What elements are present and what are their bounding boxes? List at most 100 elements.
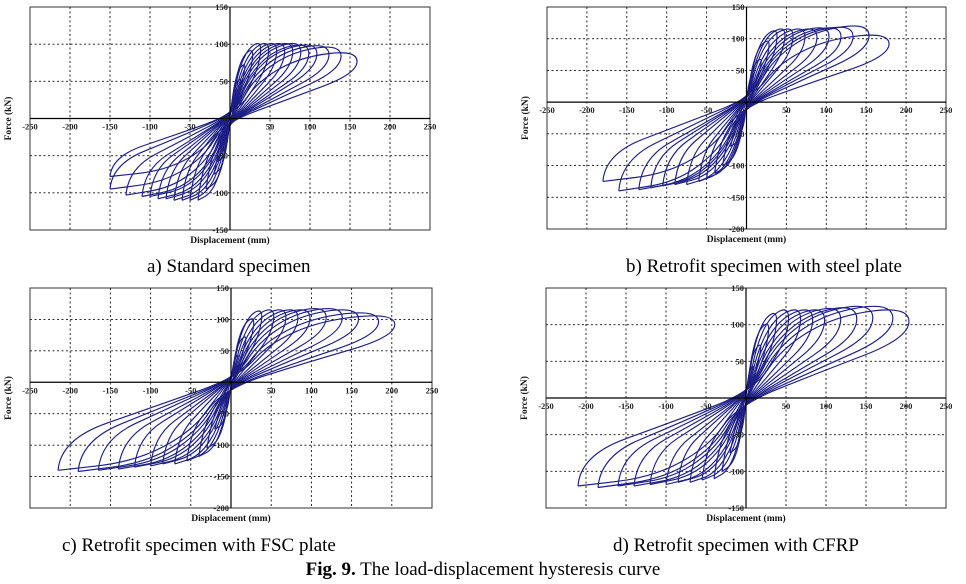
y-tick-label: 150 bbox=[731, 283, 744, 293]
y-tick-label: -50 bbox=[733, 129, 744, 139]
x-axis-title: Displacement (mm) bbox=[190, 235, 269, 246]
hysteresis-loop bbox=[714, 30, 778, 174]
y-tick-label: 50 bbox=[736, 356, 745, 366]
y-axis-title: Force (kN) bbox=[3, 97, 14, 141]
y-tick-label: 0 bbox=[224, 114, 228, 124]
hysteresis-loop bbox=[722, 40, 770, 167]
x-tick-label: 150 bbox=[860, 105, 873, 115]
x-tick-label: 250 bbox=[940, 401, 953, 411]
chart-panel-d: -250 -200 -150 -100 -50 50 100 150 200 250 -150 -10… bbox=[500, 281, 966, 535]
hysteresis-loop bbox=[597, 305, 894, 489]
y-tick-label: -100 bbox=[212, 188, 228, 198]
y-tick-label: -50 bbox=[217, 151, 228, 161]
chart-panel-a: -250 -200 -150 -100 -50 50 100 150 200 250 -150 -10… bbox=[0, 0, 460, 256]
x-tick-label: -250 bbox=[22, 385, 38, 395]
hysteresis-loop bbox=[689, 309, 802, 483]
y-tick-label: -200 bbox=[213, 503, 229, 513]
x-tick-label: 50 bbox=[267, 385, 276, 395]
y-tick-label: 100 bbox=[731, 320, 744, 330]
x-tick-label: 150 bbox=[345, 385, 358, 395]
chart-standard-specimen: -250 -200 -150 -100 -50 50 100 150 200 250 -150 -10… bbox=[3, 2, 437, 246]
y-tick-label: 0 bbox=[740, 97, 744, 107]
hysteresis-loop bbox=[638, 26, 854, 191]
y-tick-label: 0 bbox=[225, 377, 229, 387]
y-tick-label: 150 bbox=[732, 2, 745, 12]
hysteresis-loop bbox=[713, 312, 778, 480]
y-tick-label: -200 bbox=[729, 224, 745, 234]
y-axis-title: Force (kN) bbox=[519, 376, 530, 420]
x-tick-label: 100 bbox=[305, 385, 318, 395]
x-tick-label: -150 bbox=[102, 122, 118, 132]
caption-c: c) Retrofit specimen with FSC plate bbox=[62, 535, 336, 556]
hysteresis-loop bbox=[706, 28, 786, 179]
x-tick-label: -200 bbox=[579, 105, 595, 115]
caption-b: b) Retrofit specimen with steel plate bbox=[626, 256, 902, 277]
y-tick-label: -100 bbox=[213, 440, 229, 450]
y-tick-label: 50 bbox=[220, 76, 229, 86]
y-axis-title: Force (kN) bbox=[520, 96, 531, 140]
x-tick-label: -200 bbox=[578, 401, 594, 411]
y-tick-label: 100 bbox=[216, 314, 229, 324]
x-tick-label: -50 bbox=[185, 385, 196, 395]
x-tick-label: -250 bbox=[539, 105, 555, 115]
x-tick-label: -100 bbox=[142, 122, 158, 132]
x-tick-label: 250 bbox=[940, 105, 953, 115]
y-tick-label: 50 bbox=[736, 65, 745, 75]
x-tick-label: 100 bbox=[304, 122, 317, 132]
y-tick-label: -100 bbox=[729, 161, 745, 171]
hysteresis-loop bbox=[701, 309, 790, 481]
y-axis-title: Force (kN) bbox=[3, 376, 14, 420]
x-tick-label: -100 bbox=[659, 105, 675, 115]
figure-caption: Fig. 9. The load-displacement hysteresis… bbox=[0, 560, 966, 579]
hysteresis-loop bbox=[665, 309, 826, 486]
x-tick-label: -50 bbox=[700, 401, 711, 411]
x-tick-label: -250 bbox=[22, 122, 38, 132]
x-axis-title: Displacement (mm) bbox=[191, 513, 270, 524]
hysteresis-loop bbox=[617, 305, 874, 487]
x-tick-label: -150 bbox=[618, 401, 634, 411]
x-tick-label: 250 bbox=[426, 385, 439, 395]
hysteresis-loop bbox=[109, 46, 342, 190]
y-tick-label: -150 bbox=[728, 503, 744, 513]
x-tick-label: -150 bbox=[619, 105, 635, 115]
figure-title: The load-displacement hysteresis curve bbox=[355, 559, 661, 580]
hysteresis-loop bbox=[117, 308, 343, 470]
hysteresis-loop bbox=[109, 52, 358, 178]
hysteresis-loop bbox=[618, 25, 870, 192]
x-tick-label: 200 bbox=[900, 105, 913, 115]
hysteresis-loop bbox=[133, 308, 327, 468]
x-tick-label: -50 bbox=[701, 105, 712, 115]
hysteresis-loop bbox=[698, 28, 794, 182]
x-tick-label: -100 bbox=[658, 401, 674, 411]
x-axis-title: Displacement (mm) bbox=[707, 234, 786, 245]
hysteresis-loop bbox=[674, 28, 818, 186]
x-tick-label: 100 bbox=[820, 401, 833, 411]
x-tick-label: 200 bbox=[384, 122, 397, 132]
chart-steel-plate: -250 -200 -150 -100 -50 50 100 150 200 250 -200 -15… bbox=[520, 2, 953, 245]
x-tick-label: 200 bbox=[385, 385, 398, 395]
hysteresis-loop bbox=[206, 318, 255, 449]
x-axis-title: Displacement (mm) bbox=[706, 513, 785, 524]
x-tick-label: 50 bbox=[782, 105, 791, 115]
y-tick-label: 50 bbox=[221, 346, 230, 356]
hysteresis-loop bbox=[174, 309, 287, 465]
hysteresis-loop bbox=[57, 315, 396, 471]
x-tick-label: 250 bbox=[424, 122, 437, 132]
hysteresis-loop bbox=[189, 42, 270, 201]
y-tick-label: -100 bbox=[728, 466, 744, 476]
caption-a: a) Standard specimen bbox=[147, 256, 311, 277]
y-tick-label: 100 bbox=[732, 34, 745, 44]
x-tick-label: 50 bbox=[782, 401, 791, 411]
hysteresis-loop bbox=[77, 312, 380, 473]
x-tick-label: 50 bbox=[266, 122, 275, 132]
x-tick-label: 150 bbox=[344, 122, 357, 132]
y-tick-label: 150 bbox=[215, 2, 228, 12]
y-tick-label: -50 bbox=[218, 409, 229, 419]
chart-panel-c: -250 -200 -150 -100 -50 50 100 150 200 250 -200 -15… bbox=[0, 281, 460, 535]
y-tick-label: -150 bbox=[212, 225, 228, 235]
hysteresis-loop bbox=[650, 27, 842, 189]
figure-label: Fig. 9. bbox=[305, 559, 356, 580]
hysteresis-loop bbox=[97, 309, 359, 471]
y-tick-label: 150 bbox=[216, 283, 229, 293]
hysteresis-loop bbox=[577, 309, 910, 487]
